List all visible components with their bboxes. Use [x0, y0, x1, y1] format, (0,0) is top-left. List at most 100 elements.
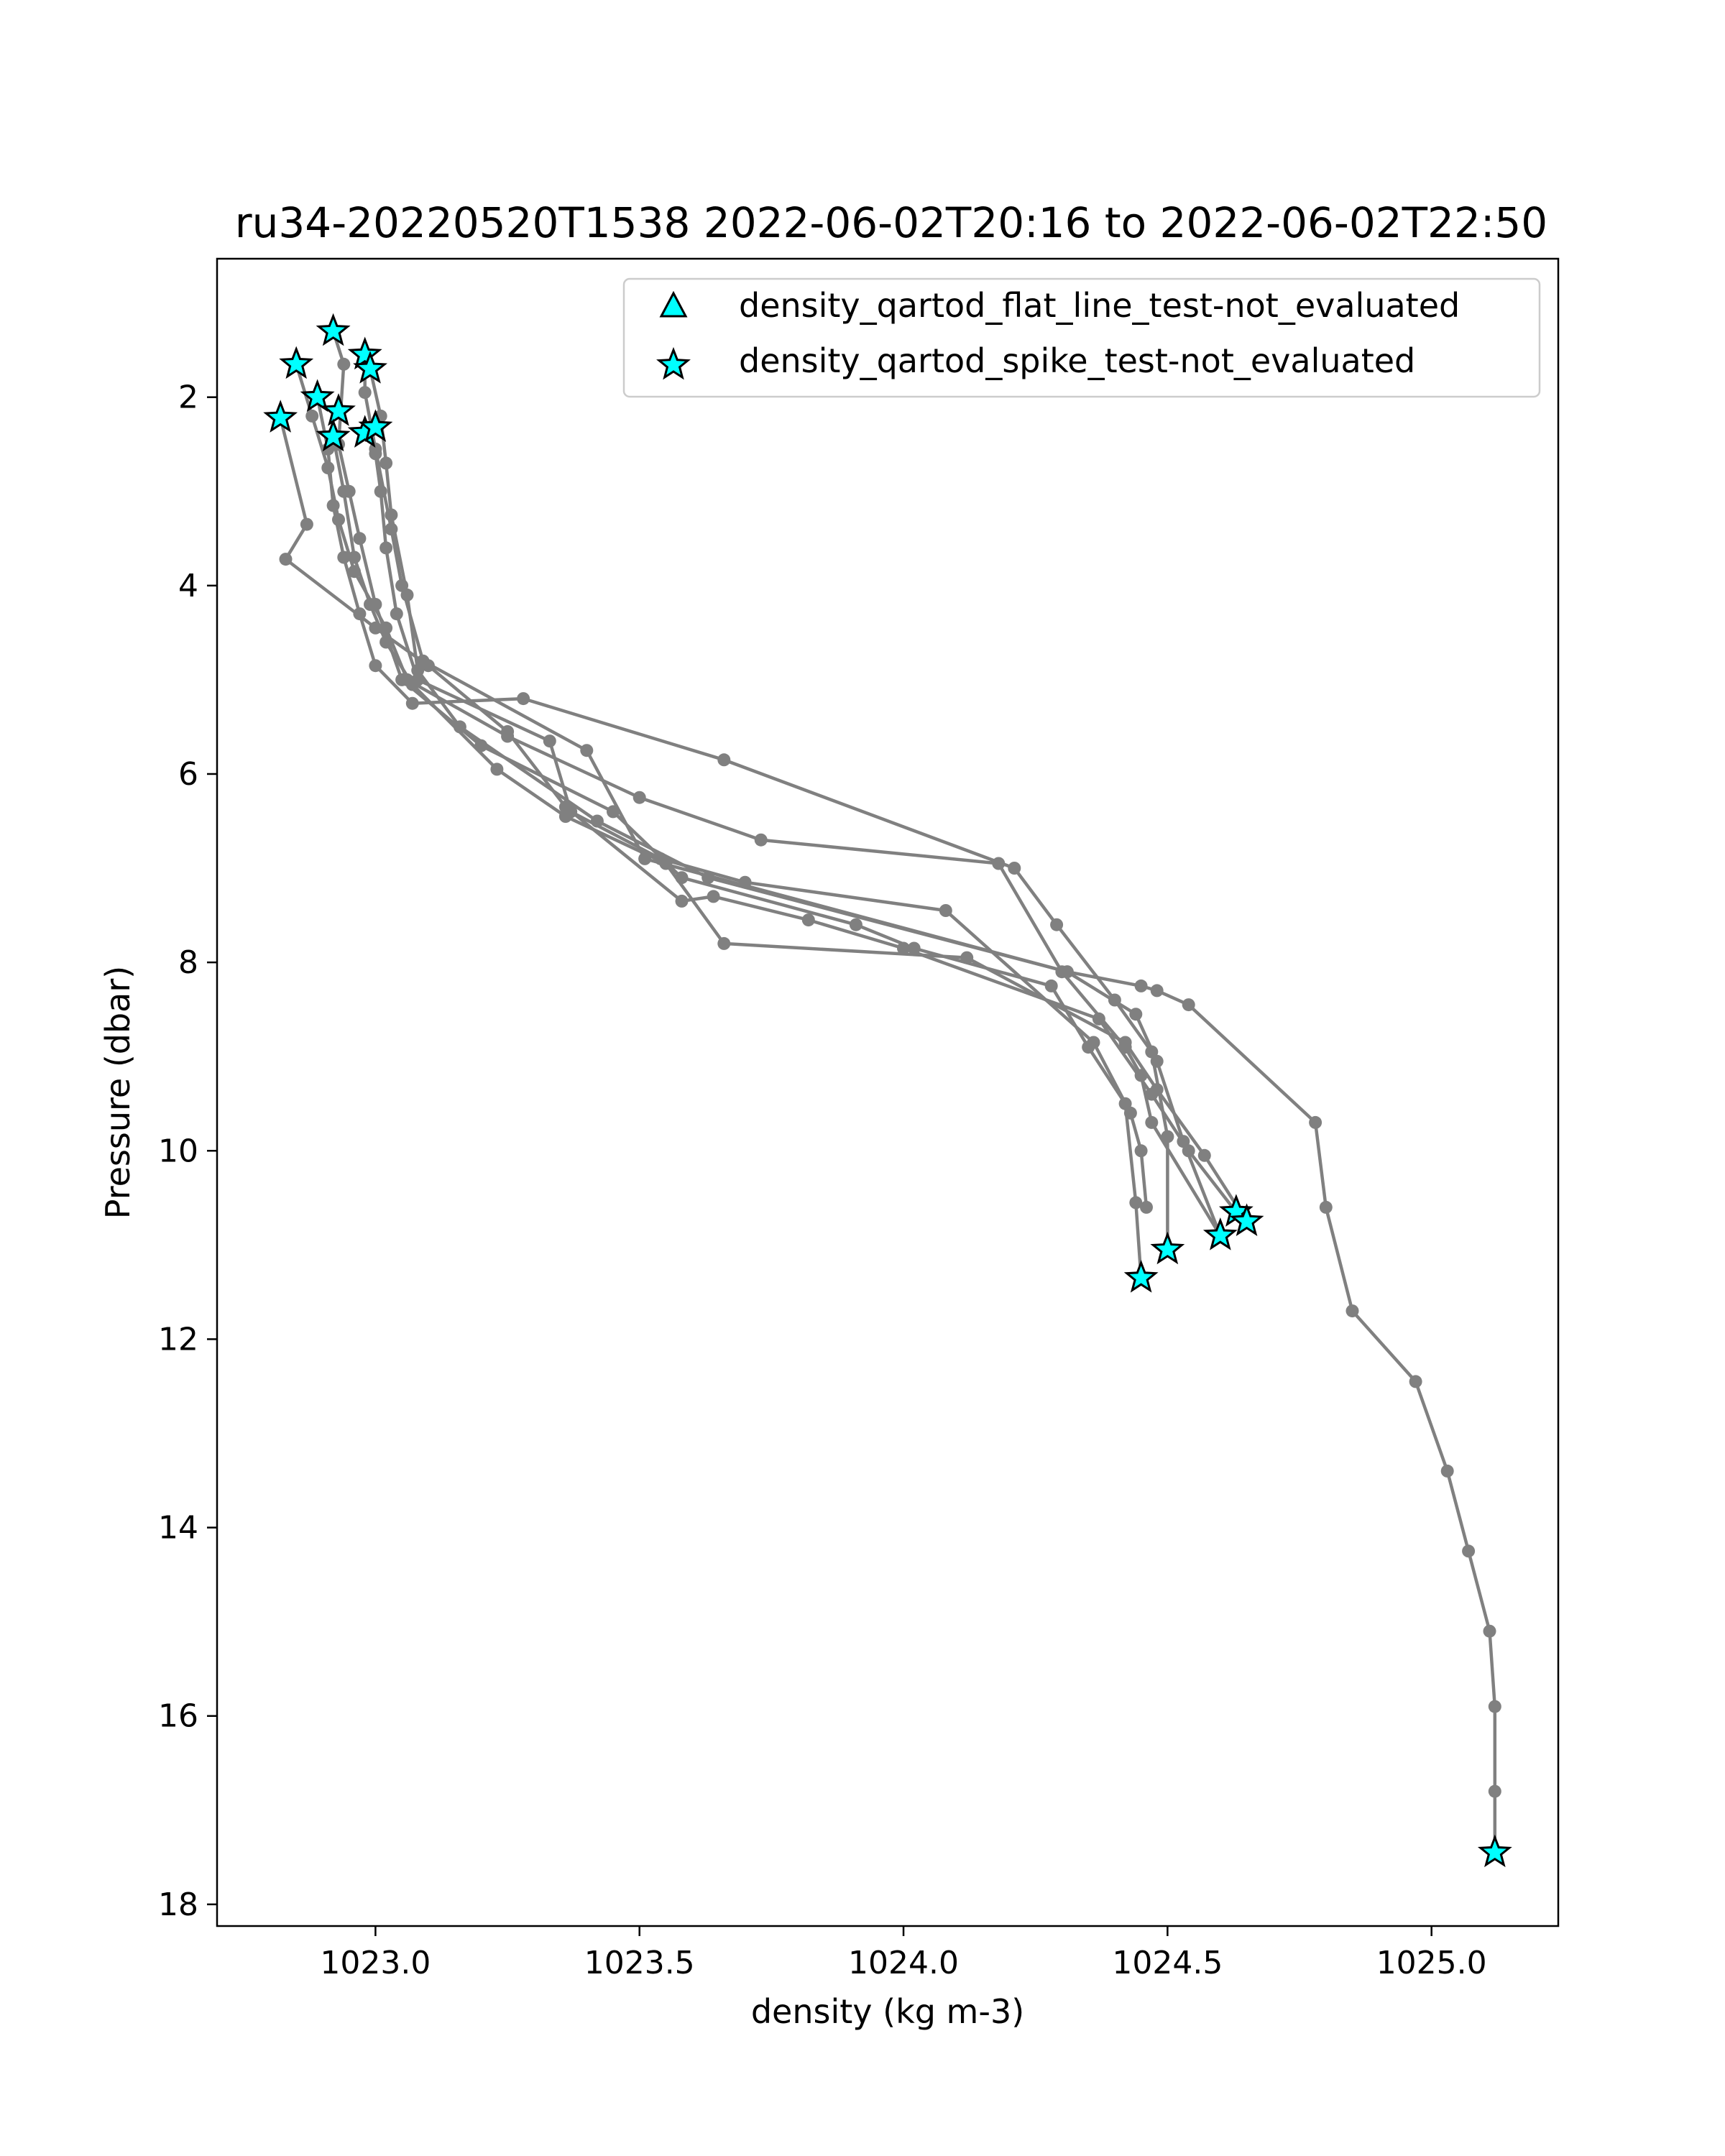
- data-point: [543, 734, 556, 748]
- data-point: [380, 541, 393, 555]
- data-point: [1150, 984, 1164, 998]
- data-point: [738, 875, 752, 889]
- data-point: [1145, 1115, 1159, 1129]
- data-point: [453, 720, 466, 734]
- legend-box: [622, 277, 1541, 398]
- y-tick-label: 4: [178, 568, 198, 604]
- y-tick-label: 14: [158, 1510, 198, 1547]
- spike-test-star-marker: [347, 336, 382, 370]
- y-axis: 2 4 6 8 10 12 14 16 18: [158, 379, 217, 1923]
- data-point: [348, 550, 361, 564]
- data-point: [385, 508, 398, 522]
- data-point: [300, 517, 313, 531]
- profile-line-6: [363, 354, 1222, 1237]
- data-point: [305, 409, 319, 423]
- legend-label-spike: density_qartod_spike_test-not_evaluated: [739, 341, 1415, 380]
- data-point: [654, 852, 668, 865]
- y-tick-label: 2: [178, 379, 198, 416]
- data-point: [1488, 1700, 1501, 1713]
- data-point: [490, 763, 504, 776]
- data-point: [358, 386, 372, 400]
- legend: density_qartod_flat_line_test-not_evalua…: [622, 277, 1541, 398]
- data-point: [411, 673, 425, 686]
- data-point: [1134, 979, 1148, 992]
- data-point: [353, 532, 367, 545]
- data-point: [1140, 1200, 1153, 1214]
- data-point: [369, 447, 382, 461]
- data-point: [1087, 1036, 1100, 1049]
- y-tick-label: 8: [178, 944, 198, 981]
- marker-layer: [263, 313, 1512, 1868]
- x-tick-label: 1025.0: [1376, 1945, 1487, 1981]
- profile-line-2: [295, 364, 1222, 1237]
- profile-line-5: [331, 436, 1248, 1222]
- series-layer: [274, 324, 1501, 1859]
- profile-line-3: [316, 397, 1169, 1250]
- data-point: [416, 654, 430, 668]
- data-point: [1483, 1624, 1496, 1638]
- spike-test-star-marker: [316, 313, 351, 346]
- data-point: [380, 635, 393, 649]
- spike-test-star-marker: [1150, 1231, 1185, 1265]
- data-point: [707, 890, 720, 903]
- data-point: [1118, 1036, 1132, 1049]
- data-point: [501, 725, 515, 738]
- data-point: [1197, 1148, 1211, 1162]
- data-point: [849, 918, 862, 931]
- y-axis-label: Pressure (dbar): [98, 966, 137, 1219]
- data-point: [374, 484, 387, 498]
- data-point: [1129, 1008, 1143, 1021]
- x-axis: 1023.0 1023.5 1024.0 1024.5 1025.0: [320, 1926, 1487, 1981]
- data-point: [279, 553, 293, 566]
- spike-test-star-marker: [1229, 1203, 1264, 1236]
- data-point: [1150, 1083, 1164, 1097]
- chart-title: ru34-20220520T1538 2022-06-02T20:16 to 2…: [235, 198, 1547, 247]
- data-point: [405, 696, 419, 710]
- data-point: [400, 588, 414, 602]
- legend-label-flat-line: density_qartod_flat_line_test-not_evalua…: [739, 286, 1460, 325]
- data-point: [1008, 862, 1021, 875]
- spike-test-star-marker: [353, 351, 387, 384]
- data-point: [1409, 1375, 1422, 1388]
- profile-line-1: [331, 331, 1143, 1279]
- profile-line-8: [368, 427, 1149, 1208]
- data-point: [1319, 1200, 1333, 1214]
- data-point: [1309, 1115, 1322, 1129]
- data-point: [1150, 1054, 1164, 1068]
- data-point: [1488, 1784, 1501, 1798]
- data-point: [632, 791, 646, 804]
- data-point: [326, 499, 340, 512]
- data-point: [675, 894, 689, 908]
- data-point: [1134, 1144, 1148, 1158]
- data-point: [337, 550, 351, 564]
- data-point: [337, 484, 351, 498]
- data-point: [337, 357, 351, 371]
- data-point: [754, 833, 768, 847]
- y-tick-label: 12: [158, 1321, 198, 1358]
- data-point: [1346, 1304, 1359, 1318]
- spike-test-star-marker: [300, 379, 335, 413]
- data-point: [1092, 1012, 1105, 1026]
- data-point: [1440, 1464, 1454, 1478]
- profile-line-7: [368, 368, 1497, 1853]
- x-tick-label: 1024.0: [848, 1945, 959, 1981]
- data-point: [897, 941, 910, 955]
- spike-test-star-marker: [1477, 1834, 1512, 1868]
- x-tick-label: 1023.5: [584, 1945, 695, 1981]
- data-point: [369, 659, 382, 673]
- data-point: [1044, 979, 1058, 992]
- plot-frame: [216, 257, 1560, 1927]
- data-point: [517, 692, 530, 706]
- data-point: [1182, 998, 1195, 1012]
- y-tick-label: 16: [158, 1698, 198, 1735]
- data-point: [801, 913, 815, 927]
- legend-triangle-marker: [659, 290, 688, 318]
- y-tick-label: 18: [158, 1886, 198, 1923]
- data-point: [564, 805, 578, 819]
- y-tick-label: 6: [178, 756, 198, 793]
- data-point: [960, 951, 974, 964]
- spike-test-star-marker: [1123, 1260, 1159, 1293]
- data-point: [1129, 1196, 1143, 1210]
- data-point: [380, 456, 393, 470]
